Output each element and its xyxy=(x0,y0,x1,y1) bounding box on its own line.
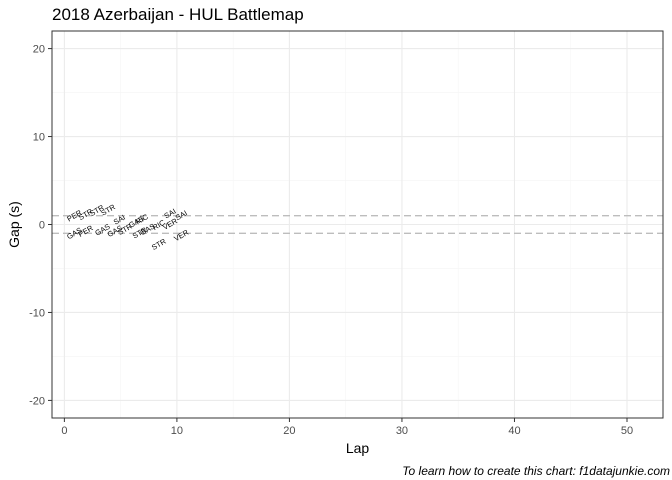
x-tick-label: 20 xyxy=(283,425,295,437)
y-tick-label: 10 xyxy=(33,132,45,144)
y-axis-title: Gap (s) xyxy=(6,201,22,248)
x-axis-title: Lap xyxy=(346,440,370,456)
x-tick-label: 40 xyxy=(508,425,520,437)
x-tick-label: 30 xyxy=(396,425,408,437)
y-axis: -20 -10 0 10 20 xyxy=(29,44,52,407)
reference-lines xyxy=(52,215,663,234)
grid-major xyxy=(52,31,663,418)
y-tick-label: 20 xyxy=(33,44,45,56)
x-tick-label: 50 xyxy=(621,425,633,437)
y-tick-label: 0 xyxy=(39,220,45,232)
plot-panel: PERGASSTRPERSTRSTRGASSAIGASSTRGASRICSTRG… xyxy=(51,30,664,419)
y-tick-label: -20 xyxy=(29,395,45,407)
x-axis: 0 10 20 30 40 50 xyxy=(61,418,633,437)
x-tick-label: 0 xyxy=(61,425,67,437)
y-tick-label: -10 xyxy=(29,307,45,319)
chart-title: 2018 Azerbaijan - HUL Battlemap xyxy=(52,5,304,24)
chart-caption: To learn how to create this chart: f1dat… xyxy=(402,464,670,478)
x-tick-label: 10 xyxy=(171,425,183,437)
